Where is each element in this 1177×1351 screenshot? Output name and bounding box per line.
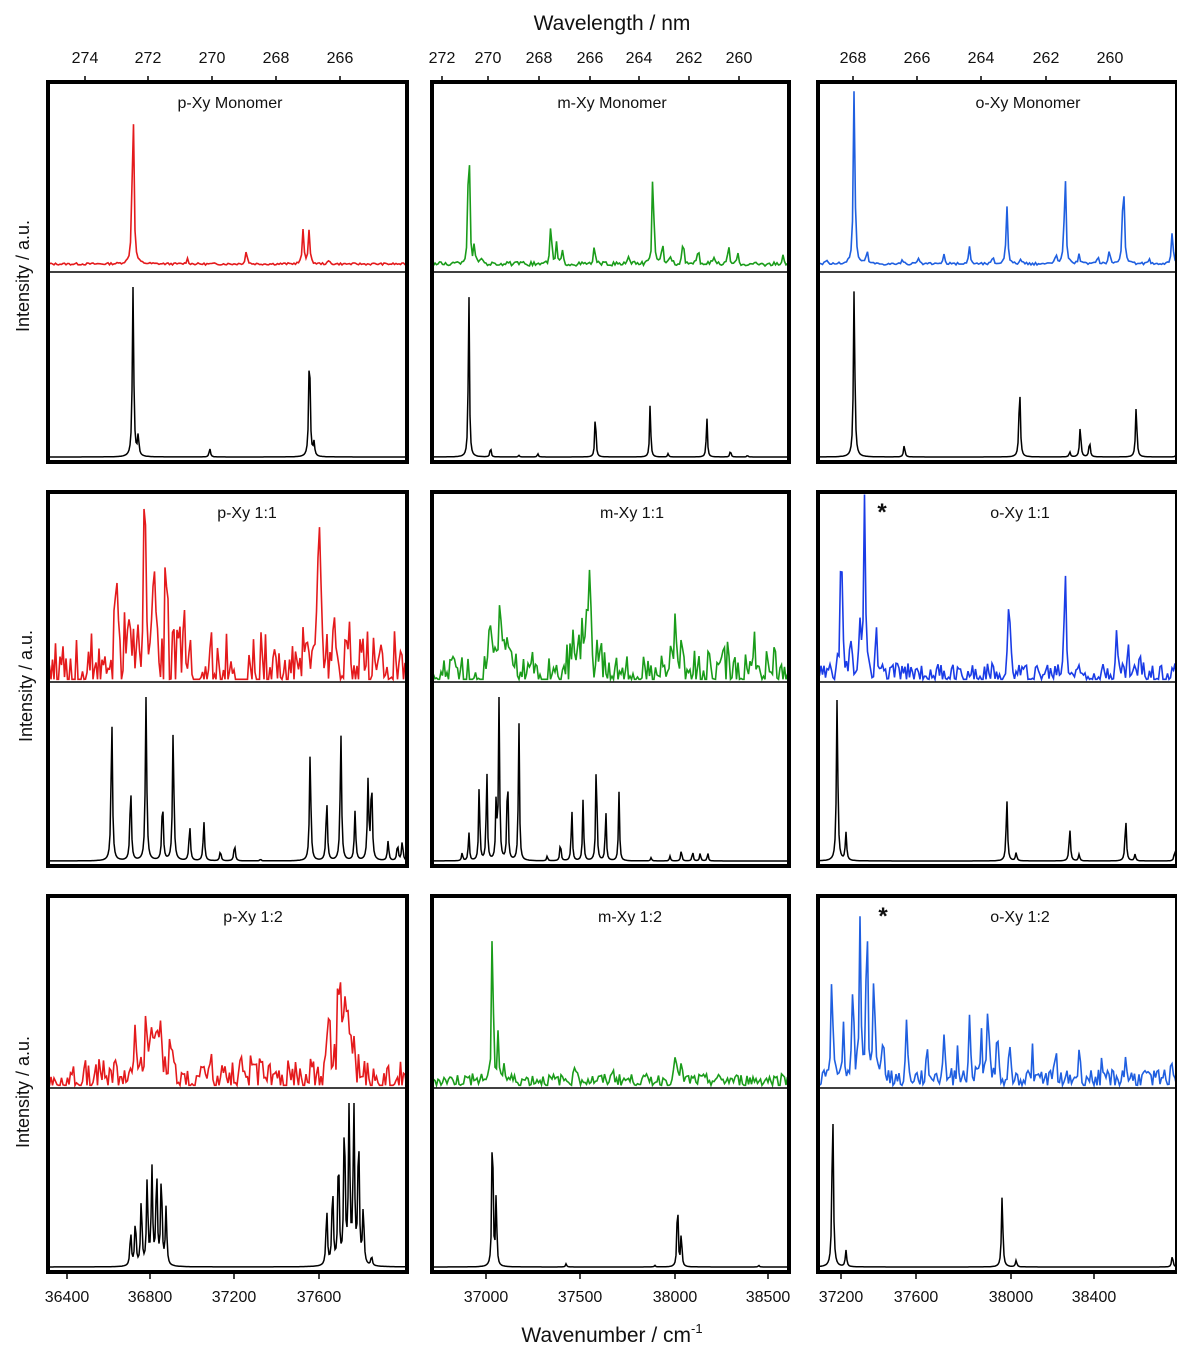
simulation-trace bbox=[48, 1102, 407, 1268]
experiment-trace bbox=[47, 508, 408, 683]
experiment-trace bbox=[431, 165, 790, 268]
asterisk-marker: * bbox=[877, 499, 887, 526]
panel-title: o-Xy 1:2 bbox=[990, 909, 1050, 926]
simulation-trace bbox=[432, 696, 789, 862]
panel-title: p-Xy 1:1 bbox=[217, 505, 277, 522]
panel-frame bbox=[46, 80, 409, 464]
bottom-tick-label: 37200 bbox=[212, 1289, 257, 1306]
top-axis-label: Wavelength / nm bbox=[534, 12, 691, 35]
panel-p-xy-1-1: p-Xy 1:1 bbox=[46, 490, 409, 868]
panel-m-xy-1-1: m-Xy 1:1 bbox=[430, 490, 791, 868]
y-axis-label-row-2: Intensity / a.u. bbox=[16, 630, 36, 742]
top-tick-label: 272 bbox=[135, 50, 162, 67]
experiment-trace bbox=[817, 91, 1177, 267]
simulation-trace bbox=[818, 291, 1177, 458]
panel-m-xy-monomer: m-Xy Monomer bbox=[430, 80, 791, 464]
simulation-trace bbox=[817, 1123, 1177, 1268]
panel-title: o-Xy Monomer bbox=[976, 95, 1082, 112]
panel-title: o-Xy 1:1 bbox=[990, 505, 1050, 522]
bottom-tick-label: 36800 bbox=[128, 1289, 173, 1306]
bottom-tick-label: 37200 bbox=[819, 1289, 864, 1306]
panel-title: p-Xy Monomer bbox=[178, 95, 284, 112]
simulation-trace bbox=[48, 286, 407, 458]
y-axis-label-row-3: Intensity / a.u. bbox=[13, 1036, 33, 1148]
panel-o-xy-1-2: o-Xy 1:2 * bbox=[816, 894, 1177, 1274]
experiment-trace bbox=[47, 124, 407, 267]
bottom-tick-label: 38400 bbox=[1072, 1289, 1117, 1306]
top-tick-label: 260 bbox=[726, 50, 753, 67]
panel-frame bbox=[430, 490, 791, 868]
panel-frame bbox=[816, 490, 1177, 868]
top-tick-label: 266 bbox=[577, 50, 604, 67]
panel-frame bbox=[46, 490, 409, 868]
experiment-trace bbox=[817, 494, 1177, 683]
bottom-tick-label: 38000 bbox=[989, 1289, 1034, 1306]
panel-frame bbox=[430, 80, 791, 464]
top-tick-label: 268 bbox=[263, 50, 290, 67]
top-tick-label: 266 bbox=[327, 50, 354, 67]
top-tick-label: 264 bbox=[968, 50, 995, 67]
panel-frame bbox=[430, 894, 791, 1274]
top-tick-label: 270 bbox=[475, 50, 502, 67]
top-tick-label: 272 bbox=[429, 50, 456, 67]
bottom-tick-label: 37600 bbox=[894, 1289, 939, 1306]
panel-p-xy-1-2: p-Xy 1:2 bbox=[46, 894, 409, 1274]
top-tick-label: 268 bbox=[526, 50, 553, 67]
simulation-trace bbox=[432, 1152, 789, 1268]
top-tick-label: 262 bbox=[676, 50, 703, 67]
panel-p-xy-monomer: p-Xy Monomer bbox=[46, 80, 409, 464]
bottom-tick-label: 37600 bbox=[297, 1289, 342, 1306]
experiment-trace bbox=[48, 982, 408, 1088]
bottom-tick-label: 36400 bbox=[45, 1289, 90, 1306]
top-tick-label: 262 bbox=[1033, 50, 1060, 67]
panel-title: m-Xy 1:2 bbox=[598, 909, 662, 926]
bottom-axis-label: Wavenumber / cm-1 bbox=[521, 1321, 702, 1347]
top-tick-label: 264 bbox=[626, 50, 653, 67]
asterisk-marker: * bbox=[878, 903, 888, 930]
y-axis-label-row-1: Intensity / a.u. bbox=[13, 220, 33, 332]
panel-title: m-Xy Monomer bbox=[557, 95, 667, 112]
bottom-tick-label: 37000 bbox=[464, 1289, 509, 1306]
panel-frame bbox=[816, 80, 1177, 464]
experiment-trace bbox=[431, 941, 790, 1089]
bottom-tick-label: 38000 bbox=[653, 1289, 698, 1306]
panel-title: m-Xy 1:1 bbox=[600, 505, 664, 522]
panel-o-xy-1-1: o-Xy 1:1 * bbox=[816, 490, 1177, 868]
top-tick-label: 268 bbox=[840, 50, 867, 67]
experiment-trace bbox=[817, 916, 1177, 1089]
top-tick-label: 274 bbox=[72, 50, 99, 67]
experiment-trace bbox=[431, 569, 790, 683]
simulation-trace bbox=[432, 297, 789, 458]
top-tick-label: 270 bbox=[199, 50, 226, 67]
panel-title: p-Xy 1:2 bbox=[223, 909, 283, 926]
simulation-trace bbox=[817, 699, 1177, 862]
top-tick-label: 266 bbox=[904, 50, 931, 67]
panel-o-xy-monomer: o-Xy Monomer bbox=[816, 80, 1177, 464]
bottom-tick-label: 37500 bbox=[558, 1289, 603, 1306]
panel-frame bbox=[46, 894, 409, 1274]
panel-m-xy-1-2: m-Xy 1:2 bbox=[430, 894, 791, 1274]
panel-frame bbox=[816, 894, 1177, 1274]
bottom-tick-label: 38500 bbox=[746, 1289, 791, 1306]
top-tick-label: 260 bbox=[1097, 50, 1124, 67]
simulation-trace bbox=[48, 696, 408, 862]
